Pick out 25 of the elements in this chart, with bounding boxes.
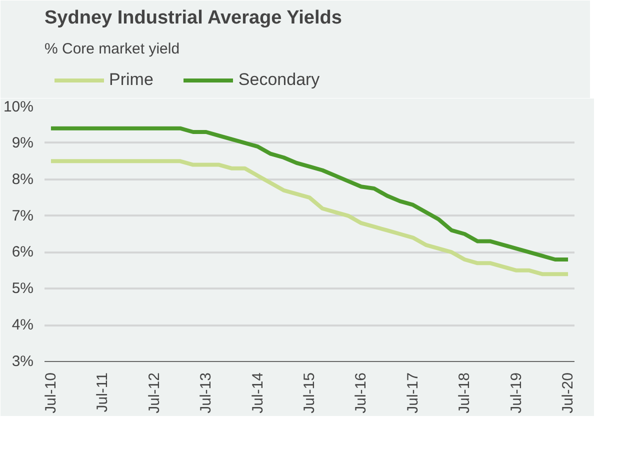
x-tick-label: Jul-11 (94, 372, 112, 412)
line-series (48, 126, 570, 262)
x-tick-label: Jul-13 (198, 372, 215, 414)
y-tick-label: 5% (12, 280, 34, 298)
chart-title: Sydney Industrial Average Yields (44, 8, 342, 28)
legend-label: Prime (109, 70, 154, 90)
x-tick-label: Jul-12 (146, 372, 163, 414)
y-tick-label: 7% (12, 207, 34, 224)
line-series (48, 159, 570, 276)
y-tick-label: 3% (12, 353, 34, 370)
x-tick-label: Jul-15 (301, 372, 318, 414)
y-tick-label: 6% (12, 244, 34, 261)
y-tick-label: 8% (12, 170, 34, 188)
x-tick-label: Jul-10 (42, 372, 60, 414)
x-tick-label: Jul-17 (404, 372, 422, 414)
chart-subtitle: % Core market yield (44, 40, 180, 58)
y-tick-label: 9% (12, 134, 34, 152)
y-tick-label: 10% (3, 98, 34, 116)
y-tick-label: 4% (12, 316, 34, 334)
x-tick-label: Jul-14 (249, 372, 266, 414)
x-tick-label: Jul-18 (456, 372, 474, 414)
x-tick-label: Jul-19 (508, 372, 525, 414)
x-tick-label: Jul-16 (352, 372, 370, 414)
legend-label: Secondary (238, 70, 320, 90)
x-tick-label: Jul-20 (560, 372, 577, 414)
